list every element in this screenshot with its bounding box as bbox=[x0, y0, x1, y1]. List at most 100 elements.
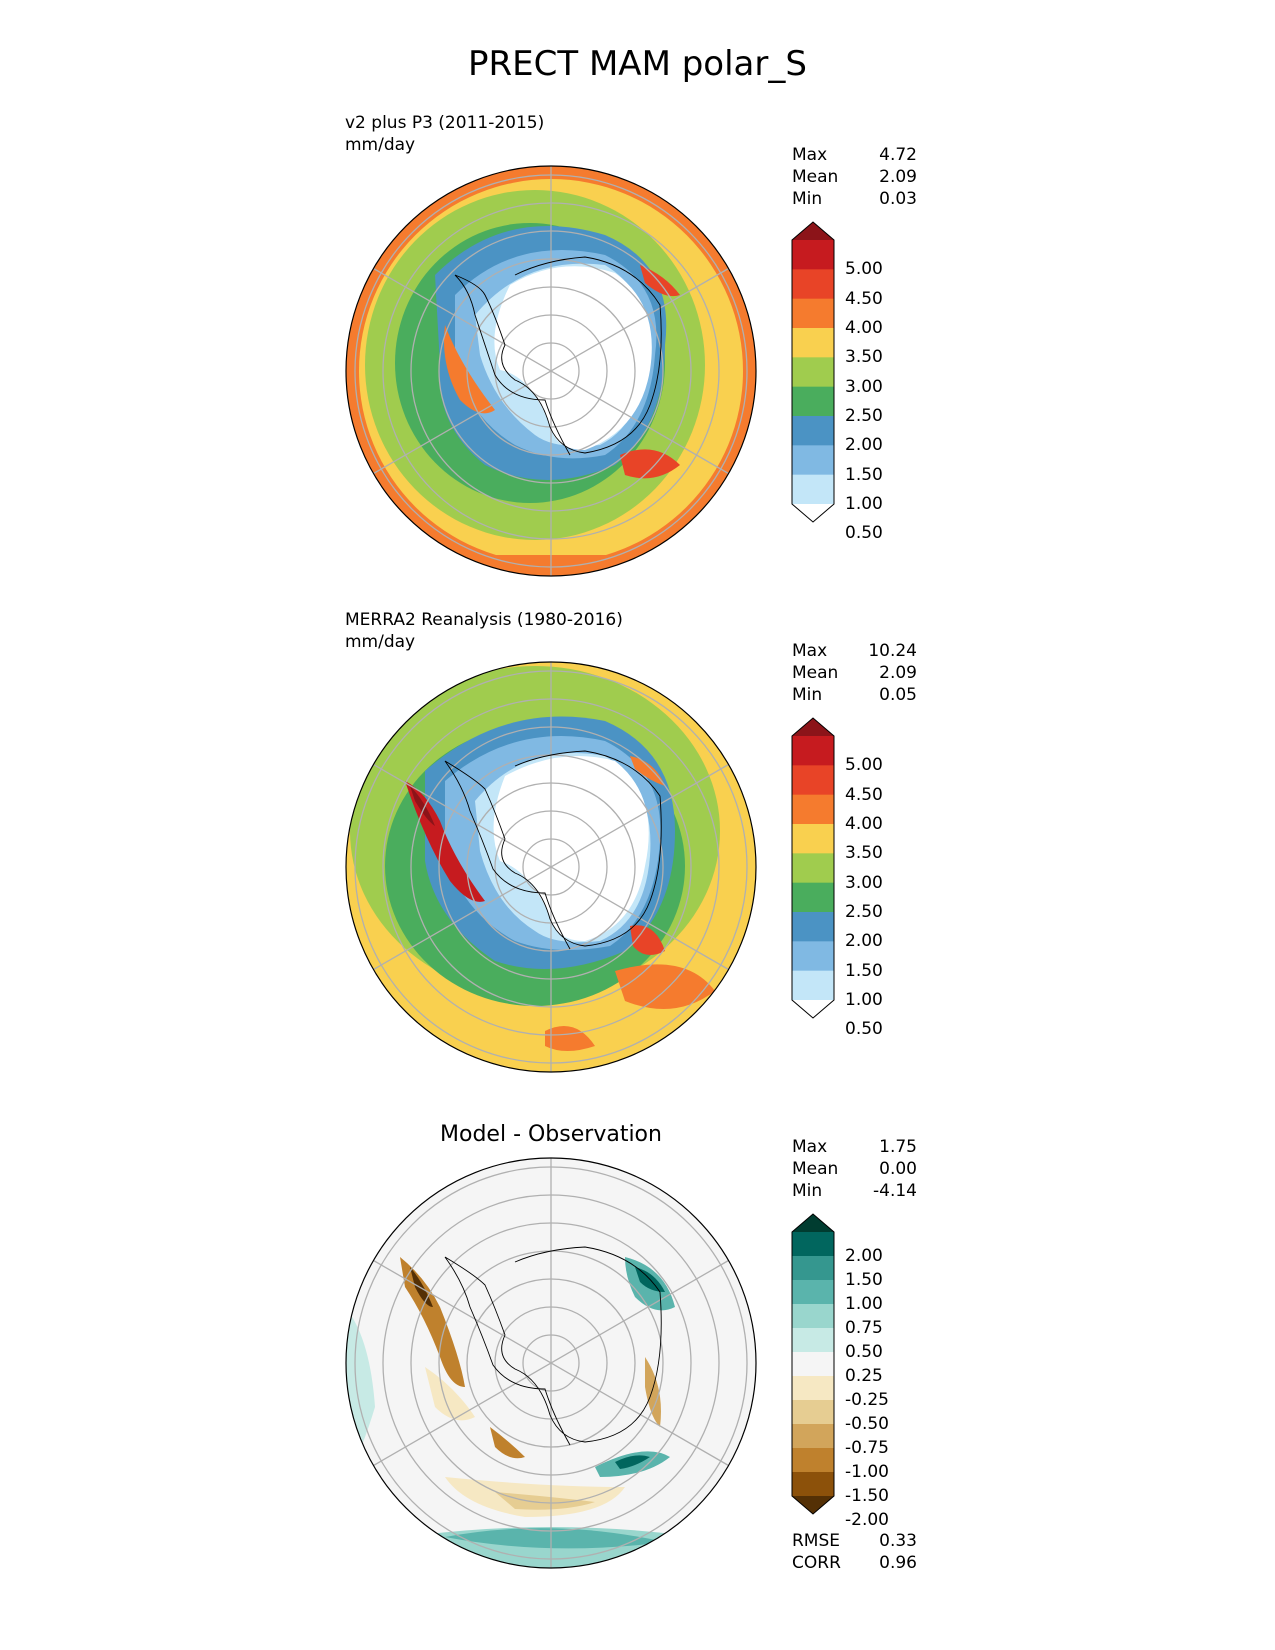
stat-value: 10.24 bbox=[868, 641, 917, 661]
colorbar-segment bbox=[792, 970, 834, 1001]
colorbar-tick-label: -0.25 bbox=[845, 1390, 889, 1410]
colorbar-segment bbox=[792, 416, 834, 446]
colorbar-segment bbox=[792, 1448, 834, 1473]
stat-label: Mean bbox=[792, 663, 839, 683]
panel-1-stats: Max 4.72 Mean 2.09 Min 0.03 bbox=[792, 144, 917, 210]
colorbar-tick-label: 3.00 bbox=[845, 376, 883, 397]
colorbar-tick-label: 2.50 bbox=[845, 902, 883, 922]
graticule bbox=[354, 166, 748, 576]
graticule bbox=[354, 662, 748, 1072]
colorbar-segment bbox=[792, 882, 834, 913]
polar-map-difference bbox=[345, 1157, 757, 1569]
colorbar-tick-label: -0.50 bbox=[845, 1414, 889, 1434]
colorbar-reference bbox=[791, 717, 835, 1019]
colorbar-segment bbox=[792, 357, 834, 388]
colorbar-segment bbox=[792, 1424, 834, 1449]
colorbar-tick-label: 2.00 bbox=[845, 931, 883, 952]
panel-3-stats: Max 1.75 Mean 0.00 Min -4.14 bbox=[792, 1136, 917, 1202]
coastline bbox=[444, 750, 662, 950]
colorbar-segment bbox=[792, 386, 834, 417]
colorbar-extend-bottom bbox=[792, 1496, 834, 1514]
stat-value: 4.72 bbox=[879, 145, 917, 165]
colorbar-extend-bottom bbox=[792, 504, 834, 522]
colorbar-tick-label: 1.00 bbox=[845, 1294, 883, 1314]
stat-label: Max bbox=[792, 641, 828, 661]
colorbar-tick-label: 1.50 bbox=[845, 464, 883, 485]
colorbar-extend-top bbox=[792, 222, 834, 240]
metric-value: 0.96 bbox=[879, 1553, 917, 1573]
colorbar-segment bbox=[792, 1232, 834, 1257]
colorbar-tick-label: -1.00 bbox=[845, 1462, 889, 1482]
colorbar-tick-label: 0.50 bbox=[845, 1342, 883, 1362]
map-boundary bbox=[345, 661, 757, 1073]
colorbar-outline bbox=[791, 717, 835, 1019]
map-boundary bbox=[345, 165, 757, 577]
colorbar-segment bbox=[792, 1304, 834, 1329]
colorbar-segment bbox=[792, 1352, 834, 1377]
panel-2-label: MERRA2 Reanalysis (1980-2016) mm/day bbox=[345, 609, 623, 653]
colorbar-segment bbox=[792, 824, 834, 854]
metric-label: RMSE bbox=[792, 1531, 841, 1551]
colorbar-tick-label: 0.75 bbox=[845, 1318, 883, 1338]
stat-label: Max bbox=[792, 1137, 828, 1157]
colorbar-tick-label: 0.50 bbox=[845, 523, 883, 544]
colorbar-tick-label: 2.00 bbox=[845, 435, 883, 456]
colorbar-segment bbox=[792, 1256, 834, 1281]
colorbar-tick-label: 4.00 bbox=[845, 814, 883, 834]
colorbar-segment bbox=[792, 765, 834, 796]
colorbar-tick-label: 2.00 bbox=[845, 1246, 883, 1266]
colorbar-tick-label: 3.00 bbox=[845, 872, 883, 893]
colorbar-segment bbox=[792, 328, 834, 358]
stat-value: 0.00 bbox=[879, 1159, 917, 1179]
colorbar-segment bbox=[792, 1472, 834, 1497]
stat-label: Min bbox=[792, 685, 823, 705]
colorbar-segment bbox=[792, 736, 834, 766]
metric-label: CORR bbox=[792, 1553, 841, 1573]
colorbar-segment bbox=[792, 474, 834, 505]
metric-value: 0.33 bbox=[879, 1531, 917, 1551]
colorbar-tick-label: -0.75 bbox=[845, 1438, 889, 1458]
stat-label: Min bbox=[792, 1181, 823, 1201]
colorbar-segment bbox=[792, 794, 834, 825]
colorbar-segment bbox=[792, 941, 834, 972]
graticule bbox=[354, 1158, 748, 1568]
colorbar-tick-label: -1.50 bbox=[845, 1486, 889, 1506]
colorbar-tick-label: 3.50 bbox=[845, 347, 883, 368]
colorbar-tick-label: 1.50 bbox=[845, 1270, 883, 1290]
colorbar-extend-top bbox=[792, 718, 834, 736]
panel-3-metrics: RMSE 0.33 CORR 0.96 bbox=[792, 1530, 917, 1574]
colorbar-segment bbox=[792, 1376, 834, 1401]
page-title: PRECT MAM polar_S bbox=[468, 44, 807, 84]
colorbar-extend-top bbox=[792, 1214, 834, 1232]
colorbar-tick-label: 0.50 bbox=[845, 1019, 883, 1040]
panel-2-stats: Max 10.24 Mean 2.09 Min 0.05 bbox=[792, 640, 917, 706]
stat-label: Min bbox=[792, 189, 823, 209]
polar-map-test bbox=[345, 165, 757, 577]
colorbar-segment bbox=[792, 269, 834, 300]
colorbar-tick-label: 4.50 bbox=[845, 288, 883, 309]
panel-1-units: mm/day bbox=[345, 135, 416, 155]
colorbar-tick-label: 1.00 bbox=[845, 990, 883, 1010]
coastline bbox=[444, 1246, 662, 1446]
stat-value: 2.09 bbox=[879, 663, 917, 683]
colorbar-difference bbox=[791, 1213, 835, 1515]
panel-1-dataset: v2 plus P3 (2011-2015) bbox=[345, 113, 545, 133]
stat-value: 0.03 bbox=[879, 189, 917, 209]
stat-value: 0.05 bbox=[879, 685, 917, 705]
colorbar-tick-label: 2.50 bbox=[845, 406, 883, 426]
map-boundary bbox=[345, 1157, 757, 1569]
colorbar-segment bbox=[792, 912, 834, 942]
colorbar-segment bbox=[792, 853, 834, 884]
colorbar-tick-label: 4.50 bbox=[845, 784, 883, 805]
colorbar-segment bbox=[792, 240, 834, 270]
polar-map-reference bbox=[345, 661, 757, 1073]
panel-3-title: Model - Observation bbox=[440, 1122, 662, 1147]
panel-1-label: v2 plus P3 (2011-2015) mm/day bbox=[345, 112, 544, 156]
coastline bbox=[454, 256, 662, 456]
colorbar-tick-label: 1.00 bbox=[845, 494, 883, 514]
stat-value: 2.09 bbox=[879, 167, 917, 187]
panel-2-dataset: MERRA2 Reanalysis (1980-2016) bbox=[345, 610, 623, 630]
colorbar-tick-label: 5.00 bbox=[845, 259, 883, 280]
colorbar-segment bbox=[792, 298, 834, 329]
colorbar-tick-label: 1.50 bbox=[845, 960, 883, 981]
